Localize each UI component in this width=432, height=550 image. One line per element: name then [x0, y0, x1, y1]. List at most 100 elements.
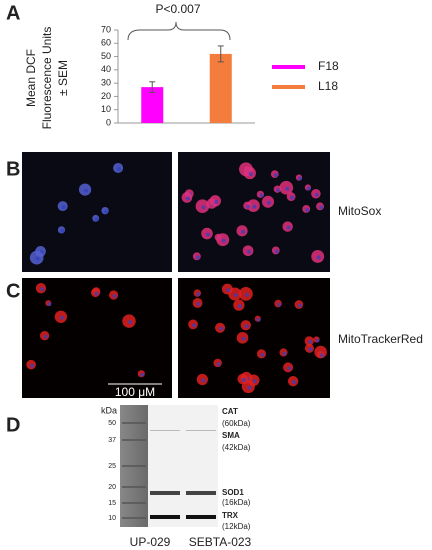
nucleus — [112, 293, 117, 298]
nucleus — [259, 193, 264, 198]
nucleus — [314, 192, 319, 197]
nucleus — [94, 291, 99, 296]
marker-label: 25 — [108, 463, 116, 470]
row-label: MitoTrackerRed — [338, 332, 423, 346]
nucleus — [104, 209, 109, 214]
nucleus — [308, 347, 313, 352]
nucleus — [30, 363, 35, 368]
nucleus — [252, 379, 257, 384]
nucleus — [233, 293, 238, 298]
nucleus — [277, 302, 282, 307]
y-tick-label: 10 — [101, 104, 111, 114]
nucleus — [185, 196, 190, 201]
nucleus — [247, 249, 252, 254]
nucleus — [201, 378, 206, 383]
nucleus — [267, 200, 272, 205]
band-name: SMA — [222, 431, 240, 440]
scale-bar-label: 100 μM — [115, 385, 155, 399]
nucleus — [196, 292, 201, 297]
nucleus — [241, 336, 246, 341]
band-name: TRX — [222, 511, 239, 520]
nucleus — [117, 166, 122, 171]
marker-label: 50 — [108, 420, 116, 427]
y-tick-label: 60 — [101, 38, 111, 48]
nucleus — [244, 292, 249, 297]
nucleus — [274, 249, 279, 254]
significance-bracket — [127, 21, 231, 41]
marker-label: 37 — [108, 437, 116, 444]
nucleus — [282, 351, 287, 356]
bar — [141, 87, 164, 123]
blot-unit: kDa — [101, 405, 117, 415]
nucleus — [316, 255, 321, 260]
nucleus — [237, 304, 242, 309]
y-tick-label: 0 — [106, 117, 111, 127]
nucleus — [241, 377, 246, 382]
nucleus — [285, 186, 290, 191]
nucleus — [201, 205, 206, 210]
panel-label: B — [6, 158, 20, 180]
nucleus — [192, 323, 197, 328]
nucleus — [244, 324, 249, 329]
nucleus — [273, 173, 278, 178]
band-name: CAT — [222, 407, 238, 416]
y-axis-label: ± SEM — [56, 60, 70, 96]
nucleus — [252, 204, 257, 209]
y-tick-label: 20 — [101, 91, 111, 101]
blot — [148, 405, 218, 527]
sample-label: SEBTA-023 — [189, 535, 252, 549]
nucleus — [226, 288, 231, 293]
y-axis-label: Mean DCF — [24, 49, 38, 107]
panel-label: C — [6, 280, 20, 302]
nucleus — [140, 372, 145, 377]
nucleus — [308, 339, 313, 344]
nucleus — [290, 195, 295, 200]
band-size: (12kDa) — [222, 522, 251, 531]
marker-label: 15 — [108, 500, 116, 507]
y-tick-label: 40 — [101, 64, 111, 74]
nucleus — [319, 353, 324, 358]
nucleus — [276, 188, 281, 193]
sample-label: UP-029 — [130, 535, 171, 549]
annotation: P<0.007 — [155, 2, 200, 16]
nucleus — [315, 338, 320, 343]
nucleus — [221, 238, 226, 243]
y-axis-label: Fluorescence Units — [40, 27, 54, 130]
nucleus — [306, 186, 311, 191]
legend-label: L18 — [318, 79, 338, 93]
nucleus — [128, 320, 133, 325]
band-size: (42kDa) — [222, 443, 251, 452]
nucleus — [297, 303, 302, 308]
nucleus — [241, 229, 246, 234]
nucleus — [61, 205, 66, 210]
nucleus — [196, 301, 201, 306]
nucleus — [39, 287, 44, 292]
nucleus — [214, 199, 219, 204]
y-tick-label: 30 — [101, 78, 111, 88]
row-label: MitoSox — [338, 204, 381, 218]
legend-label: F18 — [318, 59, 339, 73]
nucleus — [286, 225, 291, 230]
nucleus — [84, 188, 89, 193]
nucleus — [305, 207, 310, 212]
y-tick-label: 50 — [101, 51, 111, 61]
marker-label: 20 — [108, 484, 116, 491]
nucleus — [47, 302, 52, 307]
nucleus — [59, 315, 64, 320]
nucleus — [246, 204, 251, 209]
panel-label: A — [6, 2, 20, 24]
nucleus — [256, 317, 261, 322]
nucleus — [319, 205, 324, 210]
nucleus — [195, 255, 200, 260]
nucleus — [292, 380, 297, 385]
nucleus — [35, 256, 40, 261]
band — [150, 430, 180, 431]
band — [150, 491, 180, 495]
nucleus — [247, 385, 252, 390]
nucleus — [43, 334, 48, 339]
bar — [209, 53, 232, 123]
marker-label: 10 — [108, 515, 116, 522]
nucleus — [60, 228, 65, 233]
band — [186, 515, 216, 519]
